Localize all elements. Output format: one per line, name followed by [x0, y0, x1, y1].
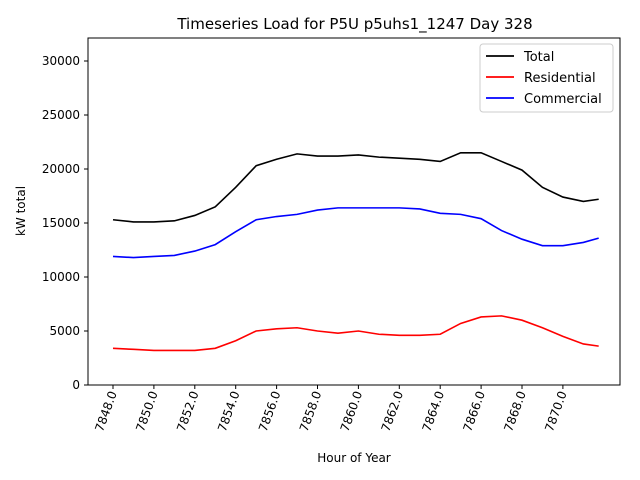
y-tick-label: 5000	[49, 324, 80, 338]
x-tick-label: 7848.0	[92, 389, 120, 433]
series-line-residential	[112, 315, 599, 352]
x-tick-label: 7862.0	[379, 389, 407, 433]
legend-label: Residential	[524, 71, 596, 86]
x-tick-label: 7864.0	[419, 389, 447, 433]
x-tick-label: 7870.0	[542, 389, 570, 433]
plot-frame	[87, 37, 621, 386]
chart-title: Timeseries Load for P5U p5uhs1_1247 Day …	[176, 15, 532, 34]
y-tick-label: 10000	[42, 270, 80, 284]
y-tick-label: 0	[72, 378, 80, 392]
x-tick-label: 7860.0	[338, 389, 366, 433]
legend: Total Residential Commercial	[479, 43, 614, 113]
x-tick-label: 7866.0	[460, 389, 488, 433]
x-tick-label: 7856.0	[256, 389, 284, 433]
x-tick-label: 7868.0	[501, 389, 529, 433]
y-tick-label: 30000	[42, 54, 80, 68]
x-tick-label: 7852.0	[174, 389, 202, 433]
series-line-commercial	[112, 207, 599, 259]
y-tick-label: 25000	[42, 108, 80, 122]
legend-label: Commercial	[524, 92, 602, 107]
legend-label: Total	[523, 50, 554, 65]
x-tick-label: 7850.0	[133, 389, 161, 433]
series-line-total	[112, 152, 599, 223]
y-tick-label: 20000	[42, 162, 80, 176]
x-tick-label: 7854.0	[215, 389, 243, 433]
y-axis-label: kW total	[14, 186, 28, 236]
y-tick-label: 15000	[42, 216, 80, 230]
x-tick-label: 7858.0	[297, 389, 325, 433]
x-axis-label: Hour of Year	[317, 451, 391, 465]
